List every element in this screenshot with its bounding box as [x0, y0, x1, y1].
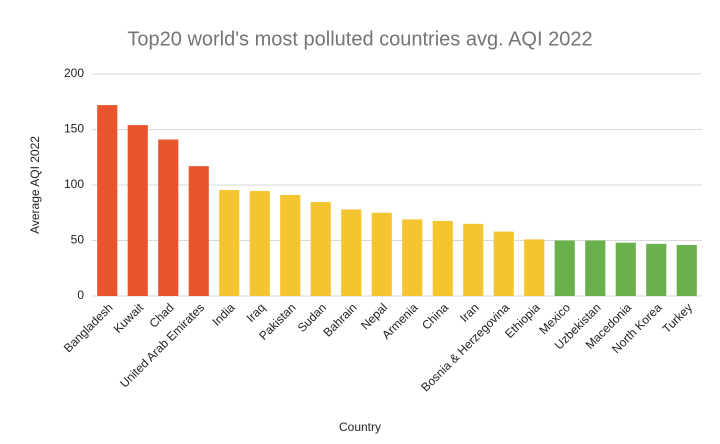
bar	[646, 243, 667, 296]
x-axis-label: Country	[339, 420, 381, 434]
x-tick-label: China	[419, 300, 451, 332]
bar	[97, 105, 118, 296]
y-tick-label: 100	[64, 177, 84, 191]
y-axis-label: Average AQI 2022	[28, 136, 42, 234]
bar	[676, 244, 697, 296]
x-tick-label: Turkey	[660, 300, 696, 336]
y-tick-label: 200	[64, 66, 84, 80]
x-tick-label: Bangladesh	[61, 300, 116, 355]
bar	[280, 194, 301, 296]
bar	[188, 166, 209, 296]
bar	[585, 240, 606, 296]
y-tick-label: 150	[64, 122, 84, 136]
x-tick-label: Ethiopia	[502, 300, 543, 341]
y-tick-label: 0	[77, 288, 84, 302]
bar	[432, 220, 453, 296]
bar	[127, 125, 148, 296]
y-tick-label: 50	[71, 233, 85, 247]
x-tick-label: India	[209, 300, 238, 329]
x-tick-label: Bahrain	[320, 300, 359, 339]
x-tick-label: Kuwait	[111, 300, 147, 336]
bar	[249, 190, 270, 296]
chart-title: Top20 world's most polluted countries av…	[127, 28, 592, 50]
bar	[402, 219, 423, 296]
bar	[310, 201, 331, 296]
x-tick-label: Iraq	[244, 300, 269, 325]
bar	[524, 239, 545, 296]
bar	[158, 139, 179, 296]
bar	[341, 209, 362, 296]
bar	[219, 189, 240, 296]
bar	[371, 212, 392, 296]
bar	[463, 223, 484, 296]
bar	[615, 242, 636, 296]
bar	[493, 231, 514, 296]
x-tick-label: Iran	[457, 300, 482, 325]
bar	[554, 240, 575, 296]
